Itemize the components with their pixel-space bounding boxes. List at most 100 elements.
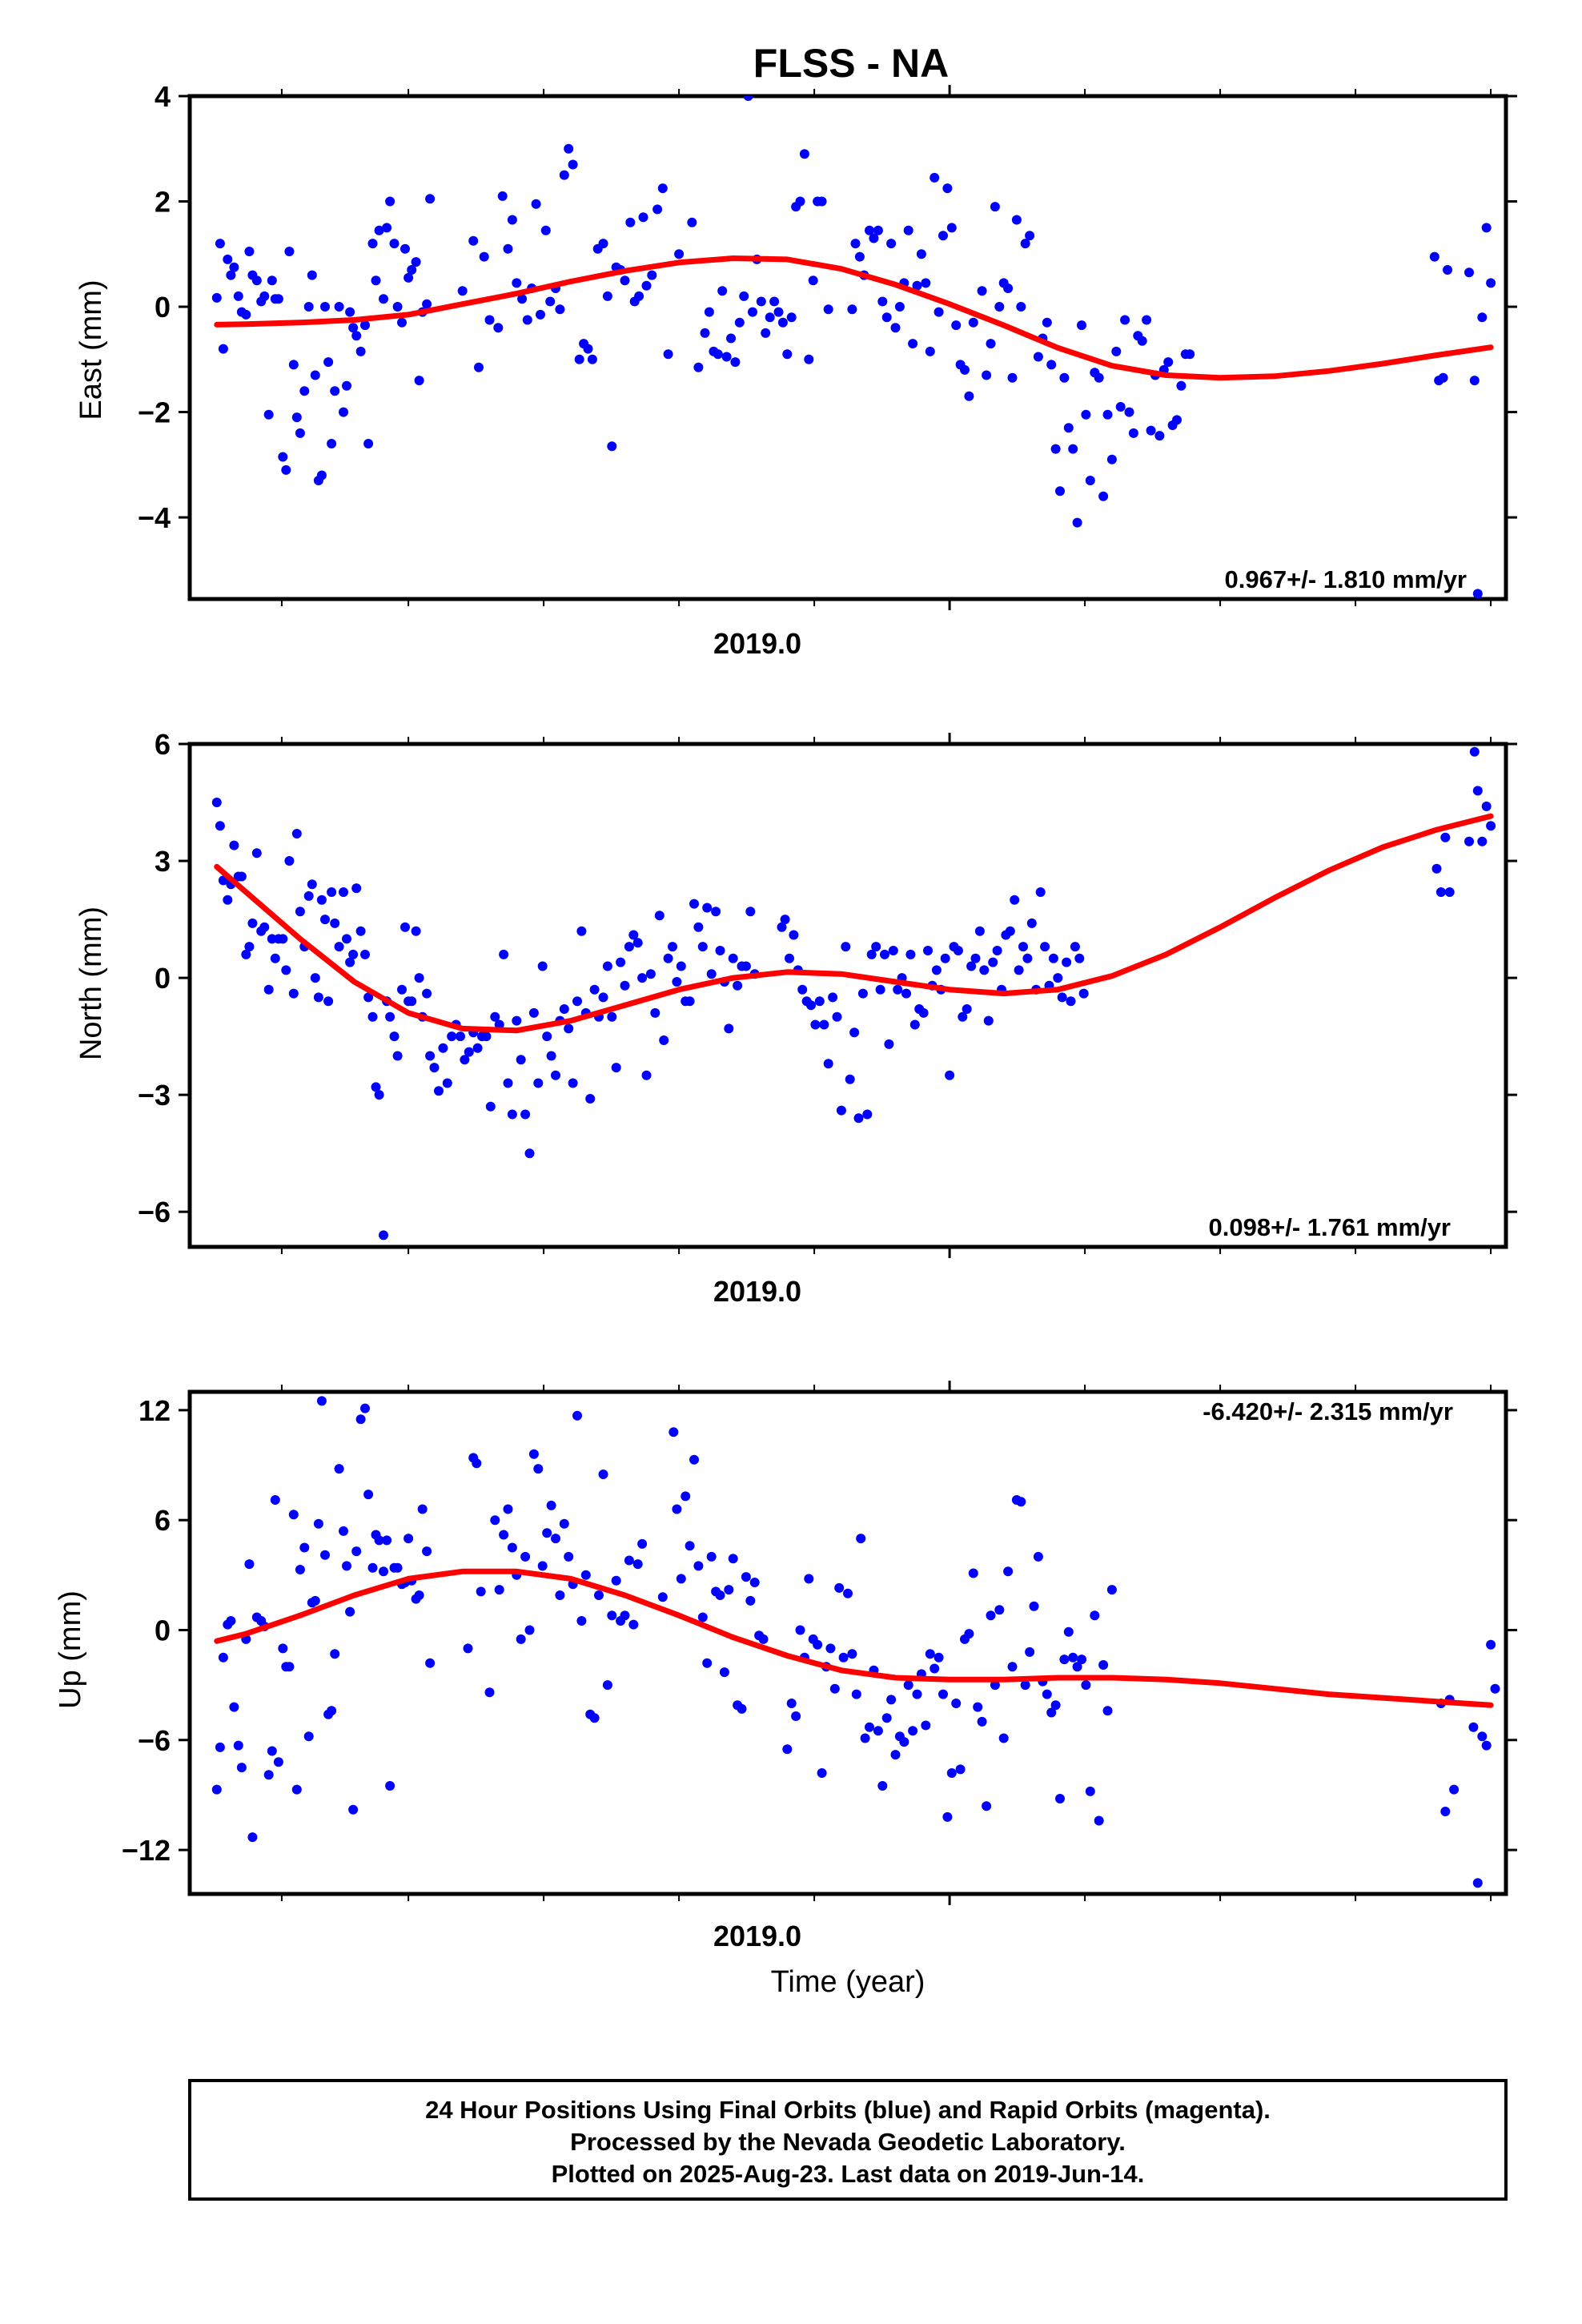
east-data-point	[930, 172, 940, 183]
east-data-point	[367, 239, 378, 249]
east-ytick-label: 4	[155, 80, 171, 113]
north-data-point	[741, 961, 751, 971]
up-points	[211, 1396, 1500, 1888]
north-data-point	[481, 1031, 492, 1042]
east-data-point	[850, 239, 861, 249]
east-data-point	[638, 212, 648, 223]
north-data-point	[339, 887, 348, 897]
up-data-point	[263, 1770, 274, 1780]
north-data-point	[215, 821, 225, 831]
east-data-point	[363, 439, 374, 448]
north-ytick-label: 0	[155, 962, 171, 995]
up-ylabel: Up (mm)	[54, 1590, 87, 1709]
up-data-point	[681, 1491, 691, 1502]
footer-line-1: 24 Hour Positions Using Final Orbits (bl…	[425, 2096, 1271, 2124]
east-data-point	[647, 270, 657, 280]
east-data-point	[503, 243, 513, 254]
east-data-point	[251, 275, 262, 286]
north-data-point	[866, 949, 877, 959]
north-data-point	[1078, 988, 1089, 999]
up-data-point	[657, 1592, 668, 1602]
east-data-point	[397, 317, 407, 328]
east-plot-frame	[187, 94, 1508, 601]
up-data-point	[741, 1572, 751, 1582]
up-data-point	[524, 1625, 535, 1635]
north-data-point	[323, 996, 334, 1007]
up-data-point	[890, 1750, 901, 1760]
north-data-point	[537, 961, 548, 971]
east-data-point	[1146, 425, 1156, 436]
up-data-point	[715, 1590, 725, 1600]
north-data-point	[330, 918, 340, 928]
north-data-point	[697, 942, 708, 952]
up-data-point	[860, 1733, 870, 1743]
east-data-point	[1163, 357, 1174, 368]
up-panel: Up (mm) 2019.0 -6.420+/- 2.315 mm/yr Tim…	[54, 1381, 1517, 1999]
east-data-point	[964, 391, 974, 401]
north-data-point	[836, 1105, 846, 1116]
north-data-point	[1048, 953, 1058, 963]
up-data-point	[749, 1578, 760, 1587]
east-data-point	[218, 344, 228, 354]
north-data-point	[414, 973, 424, 983]
up-data-point	[1068, 1652, 1078, 1663]
east-data-point	[886, 239, 897, 249]
east-data-point	[1016, 302, 1026, 312]
east-data-point	[379, 294, 388, 304]
north-data-point	[632, 938, 643, 948]
up-data-point	[602, 1680, 612, 1691]
up-data-point	[1020, 1680, 1030, 1691]
north-ytick-label: 3	[155, 845, 171, 878]
north-data-point	[958, 1011, 968, 1022]
east-data-point	[990, 202, 1000, 212]
east-data-point	[739, 291, 749, 301]
up-data-point	[1081, 1680, 1091, 1691]
up-data-point	[564, 1551, 574, 1562]
east-data-point	[817, 196, 827, 207]
east-data-point	[786, 312, 797, 323]
page-title: FLSS - NA	[753, 41, 949, 86]
east-data-point	[574, 354, 584, 364]
north-data-point	[715, 946, 725, 955]
up-data-point	[834, 1582, 845, 1593]
up-data-point	[355, 1414, 366, 1425]
east-data-point	[657, 183, 668, 194]
east-data-point	[226, 270, 236, 280]
up-data-point	[507, 1542, 517, 1553]
up-data-point	[873, 1726, 883, 1736]
up-data-point	[1098, 1660, 1109, 1670]
up-data-point	[1094, 1815, 1104, 1826]
north-data-point	[953, 946, 963, 955]
up-data-point	[580, 1570, 591, 1580]
up-data-point	[278, 1643, 288, 1654]
east-data-point	[994, 302, 1005, 312]
up-data-point	[472, 1458, 482, 1469]
east-points	[211, 96, 1496, 599]
up-data-point	[1486, 1639, 1496, 1650]
up-data-point	[385, 1781, 396, 1791]
north-data-point	[348, 949, 359, 959]
east-data-point	[620, 275, 630, 286]
east-ytick-label: −4	[138, 501, 171, 534]
east-data-point	[1011, 215, 1022, 225]
up-data-point	[1085, 1786, 1095, 1796]
east-data-point	[303, 302, 314, 312]
up-data-point	[348, 1804, 359, 1815]
up-data-point	[728, 1554, 738, 1564]
up-data-point	[986, 1610, 996, 1621]
east-data-point	[457, 286, 468, 296]
north-data-point	[1464, 836, 1474, 846]
up-data-point	[843, 1588, 853, 1598]
up-data-point	[1046, 1707, 1057, 1718]
up-data-point	[229, 1702, 239, 1712]
north-data-point	[598, 992, 608, 1003]
north-data-point	[702, 903, 713, 913]
north-data-point	[819, 1019, 829, 1030]
up-data-point	[330, 1649, 340, 1659]
up-data-point	[607, 1610, 617, 1621]
east-data-point	[345, 307, 355, 317]
up-data-point	[611, 1575, 621, 1586]
up-data-point	[1106, 1585, 1117, 1595]
north-data-point	[905, 949, 916, 959]
up-data-point	[516, 1634, 526, 1644]
